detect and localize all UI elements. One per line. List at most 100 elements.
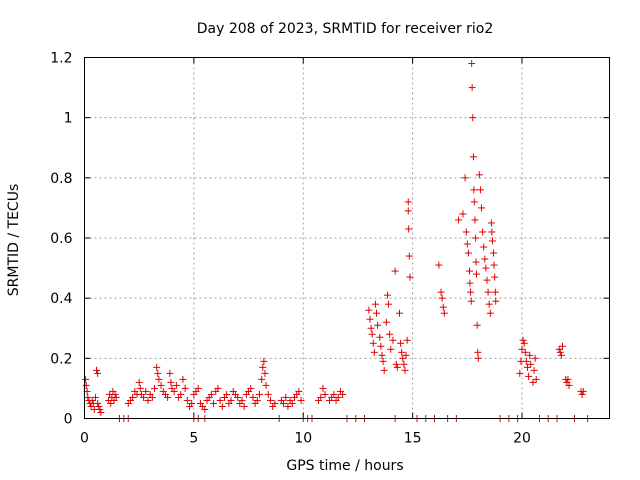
- data-point: [330, 390, 338, 398]
- data-point: [216, 396, 224, 404]
- data-point: [371, 300, 379, 308]
- data-points: [82, 60, 592, 422]
- data-point: [334, 393, 342, 401]
- data-point: [480, 243, 488, 251]
- data-point: [179, 375, 187, 383]
- y-tick-label: 1: [64, 111, 73, 127]
- data-point: [469, 153, 477, 161]
- data-point: [403, 336, 411, 344]
- data-point: [527, 360, 535, 368]
- data-point: [468, 84, 476, 92]
- data-point: [471, 216, 479, 224]
- data-point: [262, 381, 270, 389]
- data-point: [462, 228, 470, 236]
- data-point: [392, 360, 400, 368]
- data-point: [142, 387, 150, 395]
- data-point: [473, 270, 480, 278]
- data-point: [470, 198, 478, 206]
- data-point: [396, 309, 403, 317]
- x-tick-label: 0: [80, 431, 89, 447]
- y-tick-label: 0.8: [50, 171, 72, 187]
- data-point: [467, 288, 475, 296]
- data-point: [518, 345, 526, 353]
- data-point: [319, 384, 327, 392]
- data-point: [519, 336, 527, 344]
- data-point: [172, 381, 180, 389]
- data-point: [482, 264, 490, 272]
- data-point: [218, 402, 226, 410]
- data-point: [437, 288, 445, 296]
- data-point: [369, 339, 377, 347]
- data-point: [472, 258, 480, 266]
- data-point: [387, 345, 395, 353]
- data-point: [82, 381, 90, 389]
- data-point: [167, 378, 175, 386]
- data-point: [467, 297, 475, 305]
- data-point: [253, 396, 261, 404]
- data-point: [112, 393, 120, 401]
- data-point: [402, 351, 410, 359]
- data-point: [144, 396, 152, 404]
- data-point: [282, 393, 290, 401]
- data-point: [383, 291, 391, 299]
- chart-title: Day 208 of 2023, SRMTID for receiver rio…: [197, 21, 494, 37]
- data-point: [95, 402, 103, 410]
- plot-frame: [84, 57, 610, 419]
- data-point: [490, 249, 498, 257]
- data-point: [476, 186, 484, 194]
- data-point: [376, 333, 384, 341]
- data-point: [368, 330, 376, 338]
- data-point: [490, 261, 498, 269]
- data-point: [97, 408, 105, 416]
- y-tick-label: 0.4: [50, 291, 72, 307]
- data-point: [397, 339, 405, 347]
- data-point: [523, 363, 531, 371]
- data-point: [459, 210, 467, 218]
- data-point: [521, 348, 529, 356]
- grid-lines: [84, 57, 610, 419]
- data-point: [84, 393, 92, 401]
- data-point: [367, 324, 375, 332]
- data-point: [111, 390, 119, 398]
- data-point: [264, 390, 272, 398]
- data-point: [399, 354, 407, 362]
- data-point: [385, 300, 393, 308]
- data-point: [321, 390, 329, 398]
- data-point: [96, 405, 104, 413]
- data-point: [474, 354, 482, 362]
- data-point: [177, 390, 185, 398]
- data-point: [378, 351, 386, 359]
- data-point: [207, 390, 215, 398]
- data-point: [400, 360, 408, 368]
- data-point: [154, 369, 162, 377]
- data-point: [88, 396, 96, 404]
- y-tick-label: 1.2: [50, 51, 72, 67]
- data-point: [210, 399, 218, 407]
- data-point: [516, 369, 524, 377]
- data-point: [249, 393, 257, 401]
- data-point: [406, 273, 414, 281]
- y-tick-label: 0.2: [50, 351, 72, 367]
- data-point: [488, 228, 496, 236]
- data-point: [466, 267, 473, 275]
- data-point: [558, 342, 566, 350]
- data-point: [166, 369, 174, 377]
- data-point: [170, 387, 178, 395]
- data-point: [140, 393, 148, 401]
- data-point: [148, 393, 156, 401]
- data-point: [271, 399, 279, 407]
- data-point: [530, 366, 538, 374]
- data-point: [475, 171, 483, 179]
- data-point: [483, 276, 491, 284]
- data-point: [466, 279, 474, 287]
- data-point: [261, 369, 269, 377]
- axis-ticks: 0 5 10 15 20 0 0.2 0.4 0.6 0.8 1 1.2: [50, 51, 610, 447]
- data-point: [164, 393, 172, 401]
- data-point: [488, 237, 496, 245]
- data-point: [93, 366, 101, 374]
- data-point: [532, 375, 540, 383]
- data-point: [555, 345, 563, 353]
- data-point: [435, 261, 443, 269]
- x-axis-label: GPS time / hours: [286, 458, 403, 474]
- data-point: [520, 339, 528, 347]
